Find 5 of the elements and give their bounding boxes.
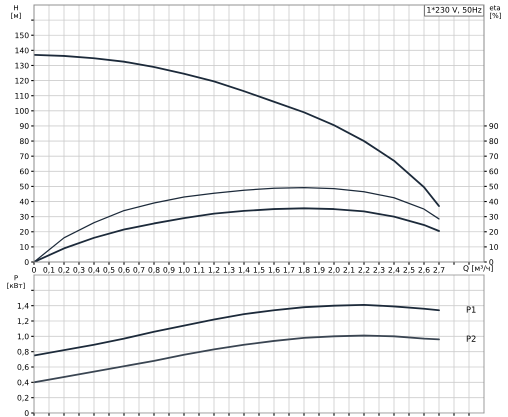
line-series [34, 334, 440, 384]
text: P2 [466, 336, 476, 342]
line-series [34, 54, 440, 207]
text: P1 [466, 306, 476, 313]
line-series [34, 304, 440, 356]
